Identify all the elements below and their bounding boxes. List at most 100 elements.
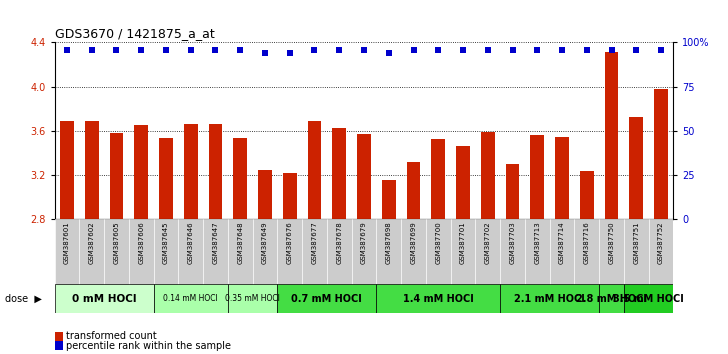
Bar [184,124,197,219]
Point [284,50,296,56]
Bar [525,219,550,285]
Bar [203,219,228,285]
Bar [308,121,321,219]
Bar [475,219,500,285]
Bar [154,284,228,313]
Bar [401,219,426,285]
Bar [456,147,470,219]
Bar [605,52,618,219]
Bar [159,138,173,219]
Point [111,47,122,52]
Bar [624,284,673,313]
Point [531,47,543,52]
Bar [178,219,203,285]
Bar [382,179,395,219]
Bar [228,284,277,313]
Text: GSM387714: GSM387714 [559,222,565,264]
Text: GSM387679: GSM387679 [361,222,367,264]
Bar [258,170,272,219]
Point [655,47,667,52]
Point [482,47,494,52]
Bar [580,171,593,219]
Text: 0.35 mM HOCl: 0.35 mM HOCl [225,294,280,303]
Text: GSM387649: GSM387649 [262,222,268,264]
Point [309,47,320,52]
Text: GSM387750: GSM387750 [609,222,614,264]
Bar [599,219,624,285]
Text: GSM387716: GSM387716 [584,222,590,264]
Point [408,47,419,52]
Bar [654,89,668,219]
Bar [630,116,643,219]
Point [61,47,73,52]
Point [383,50,395,56]
Text: percentile rank within the sample: percentile rank within the sample [66,341,231,350]
Bar [506,164,519,219]
Bar [550,219,574,285]
Text: GSM387699: GSM387699 [411,222,416,264]
Bar [352,219,376,285]
Bar [302,219,327,285]
Point [259,50,271,56]
Bar [451,219,475,285]
Bar [60,121,74,219]
Bar [283,173,296,219]
Text: GSM387648: GSM387648 [237,222,243,264]
Bar [85,121,98,219]
Bar [135,125,148,219]
Point [457,47,469,52]
Bar [376,219,401,285]
Text: GSM387645: GSM387645 [163,222,169,264]
Text: GSM387713: GSM387713 [534,222,540,264]
Bar [357,134,371,219]
Bar [234,138,247,219]
Bar [531,135,544,219]
Point [507,47,518,52]
Bar [209,124,222,219]
Bar [277,219,302,285]
Point [160,47,172,52]
Text: GSM387703: GSM387703 [510,222,515,264]
Text: 0 mM HOCl: 0 mM HOCl [72,294,136,304]
Point [210,47,221,52]
Point [185,47,197,52]
Bar [574,219,599,285]
Bar [500,219,525,285]
Text: GSM387601: GSM387601 [64,222,70,264]
Bar [432,139,445,219]
Bar [154,219,178,285]
Bar [481,132,494,219]
Text: GSM387606: GSM387606 [138,222,144,264]
Text: GSM387678: GSM387678 [336,222,342,264]
Bar [110,133,123,219]
Text: dose  ▶: dose ▶ [5,294,42,304]
Text: 3.5 mM HOCl: 3.5 mM HOCl [613,294,684,304]
Point [135,47,147,52]
Text: GSM387602: GSM387602 [89,222,95,264]
Bar [253,219,277,285]
Bar [500,284,599,313]
Point [234,47,246,52]
Point [556,47,568,52]
Bar [333,128,346,219]
Text: 1.4 mM HOCl: 1.4 mM HOCl [403,294,474,304]
Bar [599,284,624,313]
Bar [55,219,79,285]
Bar [104,219,129,285]
Bar [649,219,673,285]
Bar [55,284,154,313]
Bar [228,219,253,285]
Point [630,47,642,52]
Bar [79,219,104,285]
Bar [376,284,500,313]
Bar [129,219,154,285]
Text: GSM387700: GSM387700 [435,222,441,264]
Point [86,47,98,52]
Bar [624,219,649,285]
Text: GSM387646: GSM387646 [188,222,194,264]
Text: GSM387751: GSM387751 [633,222,639,264]
Point [606,47,617,52]
Bar [407,162,420,219]
Text: GSM387752: GSM387752 [658,222,664,264]
Text: 0.7 mM HOCl: 0.7 mM HOCl [291,294,363,304]
